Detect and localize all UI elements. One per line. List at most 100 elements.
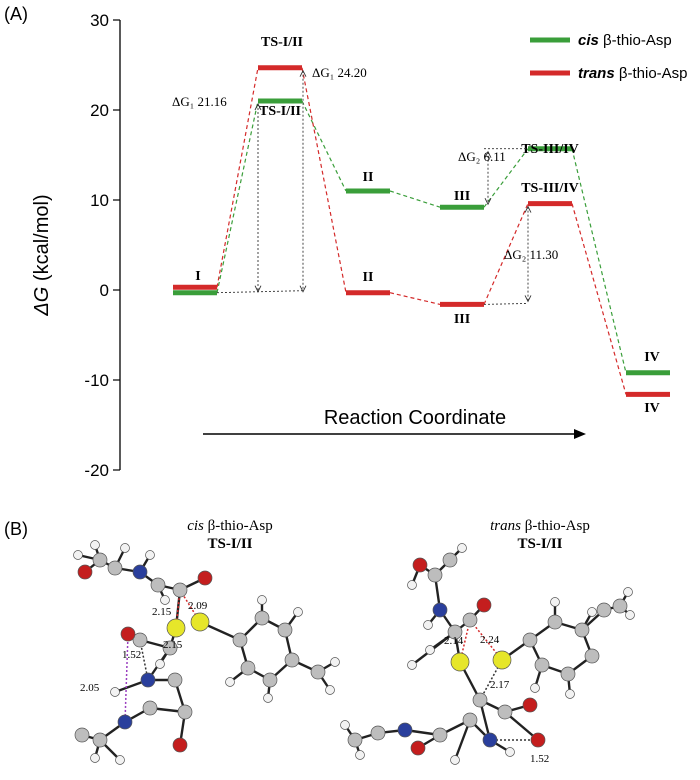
state-label: TS-I/II bbox=[259, 104, 301, 119]
y-tick-label: -20 bbox=[84, 461, 109, 480]
hydrogen-atom bbox=[425, 645, 435, 655]
dg1-cis-arrowhead-down bbox=[254, 285, 262, 293]
dg2-trans-arrowhead-up bbox=[524, 205, 532, 213]
distance-label: 2.15 bbox=[163, 639, 183, 651]
y-tick-label: 10 bbox=[90, 191, 109, 210]
oxygen-atom bbox=[172, 737, 188, 753]
sulfur-atom bbox=[166, 618, 186, 638]
oxygen-atom bbox=[476, 597, 492, 613]
connector-line bbox=[389, 292, 441, 305]
cis-atoms bbox=[73, 540, 340, 765]
trans-structure-title: trans β-thio-Asp bbox=[490, 518, 590, 534]
connector-line bbox=[571, 148, 627, 373]
distance-label: 1.52 bbox=[122, 649, 141, 661]
hydrogen-atom bbox=[530, 683, 540, 693]
carbon-atom bbox=[547, 614, 563, 630]
hydrogen-atom bbox=[120, 543, 130, 553]
barrier-label: ΔG₁ 24.20 bbox=[312, 65, 367, 80]
hydrogen-atom bbox=[293, 607, 303, 617]
nitrogen-atom bbox=[117, 714, 133, 730]
hydrogen-atom bbox=[587, 607, 597, 617]
carbon-atom bbox=[150, 577, 166, 593]
carbon-atom bbox=[172, 582, 188, 598]
connector-line bbox=[216, 67, 259, 288]
connectors bbox=[216, 67, 627, 395]
y-tick-label: 30 bbox=[90, 11, 109, 30]
carbon-atom bbox=[612, 598, 628, 614]
carbon-atom bbox=[432, 727, 448, 743]
distance-label: 2.14 bbox=[444, 635, 464, 647]
hydrogen-atom bbox=[155, 659, 165, 669]
oxygen-atom bbox=[530, 732, 546, 748]
distance-label: 2.09 bbox=[188, 600, 208, 612]
connector-line bbox=[216, 100, 259, 293]
carbon-atom bbox=[262, 672, 278, 688]
carbon-atom bbox=[92, 732, 108, 748]
hydrogen-atom bbox=[145, 550, 155, 560]
panel-a-label: (A) bbox=[4, 4, 28, 24]
dg2-trans-base-dotted bbox=[483, 302, 529, 305]
dg2-trans-arrowhead-down bbox=[524, 295, 532, 303]
carbon-atom bbox=[370, 725, 386, 741]
hydrogen-atom bbox=[340, 720, 350, 730]
connector-line bbox=[301, 100, 347, 192]
carbon-atom bbox=[232, 632, 248, 648]
barrier-label: ΔG₂ 11.30 bbox=[504, 247, 558, 262]
connector-line bbox=[483, 203, 529, 305]
state-label: II bbox=[363, 270, 374, 285]
carbon-atom bbox=[534, 657, 550, 673]
connector-line bbox=[571, 203, 627, 395]
hydrogen-atom bbox=[225, 677, 235, 687]
dg2-cis-arrowhead-down bbox=[484, 197, 492, 206]
barrier-label: ΔG₂ 6.11 bbox=[458, 149, 506, 164]
cis-distance-labels: 2.15 2.09 2.15 1.52 2.05 bbox=[80, 600, 208, 694]
hydrogen-atom bbox=[450, 755, 460, 765]
distance-label: 1.52 bbox=[530, 753, 549, 765]
interaction bbox=[459, 619, 471, 663]
hydrogen-atom bbox=[407, 580, 417, 590]
nitrogen-atom bbox=[482, 732, 498, 748]
dg1-cis-arrowhead-up bbox=[254, 102, 262, 111]
carbon-atom bbox=[447, 624, 463, 640]
carbon-atom bbox=[574, 622, 590, 638]
carbon-atom bbox=[254, 610, 270, 626]
carbon-atom bbox=[560, 666, 576, 682]
oxygen-atom bbox=[120, 626, 136, 642]
oxygen-atom bbox=[522, 697, 538, 713]
y-tick-label: 0 bbox=[100, 281, 109, 300]
carbon-atom bbox=[177, 704, 193, 720]
energy-levels bbox=[173, 65, 670, 397]
y-tick-label: 20 bbox=[90, 101, 109, 120]
carbon-atom bbox=[74, 727, 90, 743]
state-label: I bbox=[195, 269, 200, 284]
y-axis: 30 20 10 0 -10 -20 bbox=[84, 11, 121, 480]
dg1-trans-arrowhead-up bbox=[299, 69, 307, 77]
oxygen-atom bbox=[197, 570, 213, 586]
carbon-atom bbox=[92, 552, 108, 568]
hydrogen-atom bbox=[110, 687, 120, 697]
state-label: II bbox=[363, 170, 374, 185]
hydrogen-atom bbox=[325, 685, 335, 695]
nitrogen-atom bbox=[132, 564, 148, 580]
y-axis-title: ΔG (kcal/mol) bbox=[31, 194, 53, 316]
baseline-dotted bbox=[216, 290, 303, 294]
panel-b-label: (B) bbox=[4, 519, 28, 539]
carbon-atom bbox=[584, 648, 600, 664]
distance-label: 2.24 bbox=[480, 634, 500, 646]
state-label: TS-I/II bbox=[261, 35, 303, 50]
hydrogen-atom bbox=[505, 747, 515, 757]
state-label: III bbox=[454, 312, 470, 327]
carbon-atom bbox=[277, 622, 293, 638]
hydrogen-atom bbox=[623, 587, 633, 597]
distance-label: 2.17 bbox=[490, 679, 510, 691]
connector-line bbox=[301, 67, 347, 293]
hydrogen-atom bbox=[625, 610, 635, 620]
oxygen-atom bbox=[77, 564, 93, 580]
hydrogen-atom bbox=[160, 595, 170, 605]
hydrogen-atom bbox=[90, 540, 100, 550]
carbon-atom bbox=[240, 660, 256, 676]
barrier-label: ΔG₁ 21.16 bbox=[172, 94, 227, 109]
x-axis-title: Reaction Coordinate bbox=[324, 407, 506, 429]
